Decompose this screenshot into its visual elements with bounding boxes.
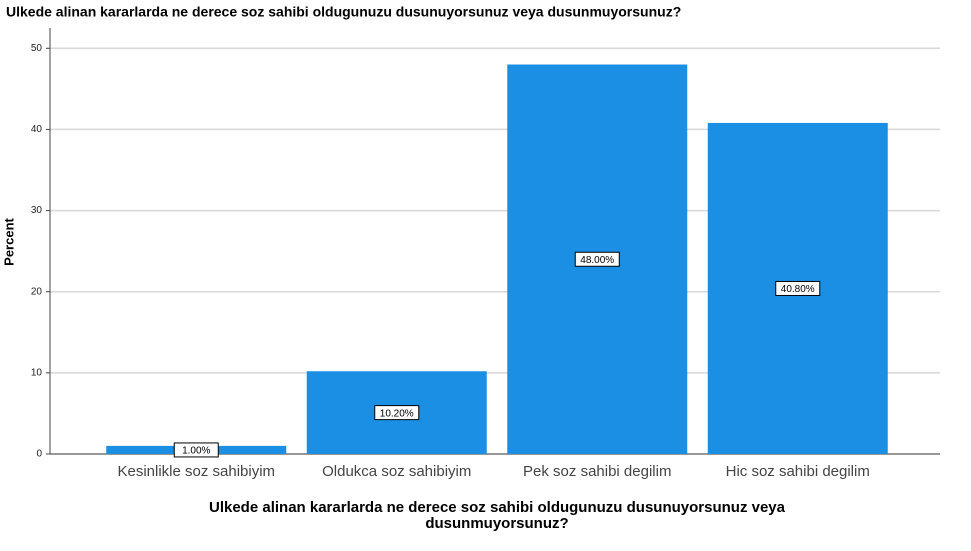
- x-tick-label: Oldukca soz sahibiyim: [322, 463, 471, 480]
- x-tick-label: Pek soz sahibi degilim: [523, 463, 671, 480]
- value-label-box: [374, 405, 420, 421]
- y-tick-label: 20: [31, 286, 43, 297]
- chart-title: Ulkede alinan kararlarda ne derece soz s…: [6, 4, 681, 20]
- value-label: 1.00%: [182, 446, 210, 457]
- y-tick-label: 30: [31, 205, 43, 216]
- x-tick-label: Kesinlikle soz sahibiyim: [117, 463, 275, 480]
- y-tick-label: 0: [36, 449, 42, 460]
- y-tick-label: 50: [31, 43, 43, 54]
- y-tick-label: 10: [31, 367, 43, 378]
- value-label: 10.20%: [380, 408, 414, 419]
- value-label-box: [775, 280, 821, 296]
- value-label: 40.80%: [781, 284, 815, 295]
- value-label-box: [574, 251, 620, 267]
- y-axis-label: Percent: [1, 217, 16, 265]
- value-label: 48.00%: [580, 255, 614, 266]
- y-tick-label: 40: [31, 124, 43, 135]
- x-axis-label: Ulkede alinan kararlarda ne derece soz s…: [209, 499, 785, 532]
- x-tick-label: Hic soz sahibi degilim: [726, 463, 870, 480]
- value-label-box: [173, 442, 219, 458]
